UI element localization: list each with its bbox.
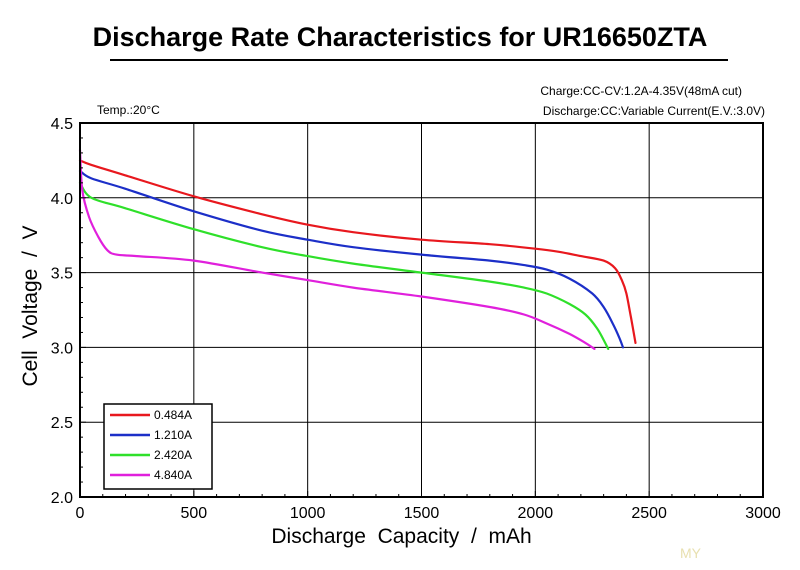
temperature-note: Temp.:20°C	[97, 103, 160, 117]
legend-label: 2.420A	[154, 448, 192, 462]
discharge-note: Discharge:CC:Variable Current(E.V.:3.0V)	[542, 104, 765, 118]
series-line-0-484A	[78, 159, 637, 344]
watermark: MY	[680, 545, 701, 561]
y-tick-label: 4.5	[51, 116, 73, 133]
series-line-4-840A	[78, 148, 596, 350]
x-tick-label: 2000	[518, 505, 554, 522]
x-tick-label: 0	[76, 505, 85, 522]
y-tick-label: 2.5	[51, 415, 73, 432]
y-tick-label: 4.0	[51, 191, 73, 208]
x-axis-label: Discharge Capacity / mAh	[271, 525, 531, 548]
y-axis-label: Cell Voltage / V	[19, 225, 42, 386]
legend: 0.484A 1.210A 2.420A 4.840A	[103, 403, 213, 490]
x-tick-label: 1500	[404, 505, 440, 522]
series-lines	[78, 148, 637, 350]
legend-label: 0.484A	[154, 408, 192, 422]
y-tick-label: 2.0	[51, 490, 73, 507]
legend-label: 4.840A	[154, 468, 192, 482]
x-tick-label: 2500	[631, 505, 667, 522]
y-tick-label: 3.0	[51, 340, 73, 357]
title-underline	[110, 59, 728, 61]
x-tick-label: 3000	[745, 505, 781, 522]
x-tick-label: 500	[180, 505, 207, 522]
tick-marks	[79, 122, 764, 498]
tick-labels: 0 500 1000 1500 2000 2500 3000 2.0 2.5 3.0 3.5 4.0 4…	[51, 116, 781, 522]
series-line-1-210A	[78, 169, 625, 349]
x-tick-label: 1000	[290, 505, 326, 522]
y-tick-label: 3.5	[51, 266, 73, 283]
charge-note: Charge:CC-CV:1.2A-4.35V(48mA cut)	[540, 84, 742, 98]
legend-label: 1.210A	[154, 428, 192, 442]
chart-title: Discharge Rate Characteristics for UR166…	[92, 22, 708, 52]
series-line-2-420A	[78, 181, 610, 350]
